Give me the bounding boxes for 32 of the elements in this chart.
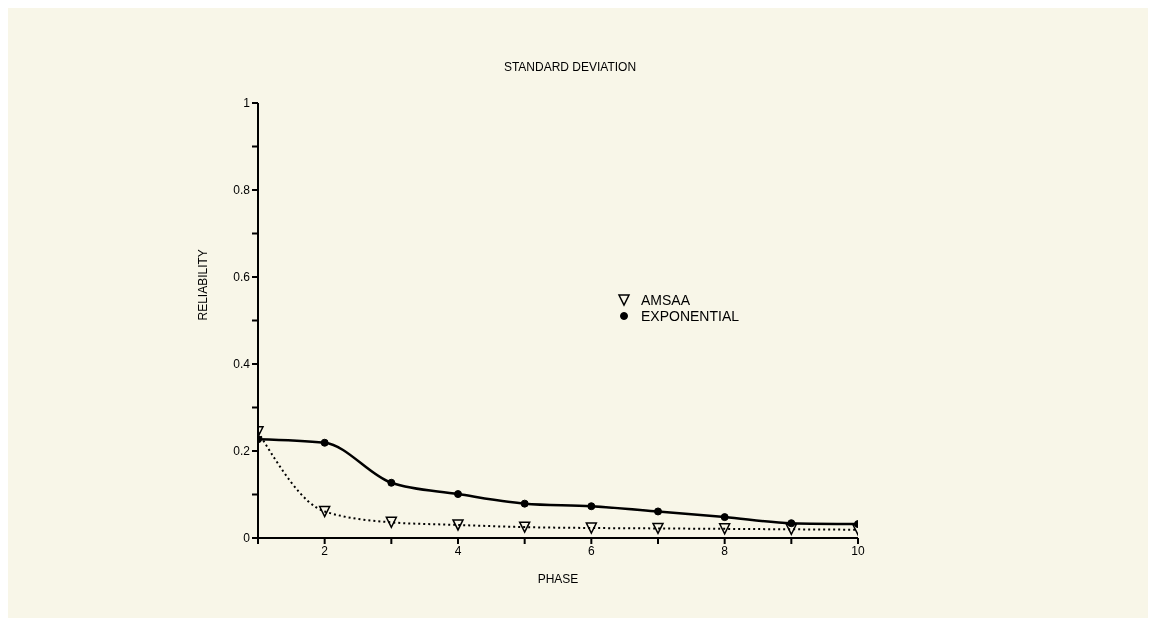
y-axis-title: RELIABILITY: [196, 249, 211, 321]
point: [785, 523, 798, 536]
point: [385, 516, 398, 529]
point: [720, 513, 729, 522]
y-tick-label: 0.8: [233, 183, 251, 198]
point: [787, 519, 796, 528]
x-tick-label: 8: [721, 543, 729, 558]
point: [585, 522, 598, 534]
y-tick-label: 0: [243, 531, 251, 546]
y-tick-label: 1: [243, 96, 251, 111]
point: [320, 438, 329, 447]
legend-label: EXPONENTIAL: [640, 308, 740, 324]
point: [454, 490, 462, 499]
x-tick-label: 2: [321, 543, 329, 558]
x-tick-label: 6: [587, 543, 595, 558]
x-tick-label: 10: [851, 543, 865, 558]
point: [318, 505, 331, 518]
y-tick-label: 0.2: [233, 444, 251, 459]
x-axis-title: PHASE: [537, 572, 579, 586]
point: [518, 521, 531, 533]
point: [520, 499, 529, 508]
x-tick-label: 4: [454, 543, 462, 558]
point: [654, 507, 662, 516]
point: [718, 523, 731, 535]
point: [652, 522, 664, 535]
point: [387, 478, 396, 487]
chart-title: STANDARD DEVIATION: [502, 60, 638, 74]
point: [452, 519, 464, 531]
point: [587, 502, 596, 511]
y-tick-label: 0.6: [233, 270, 251, 285]
legend-label: AMSAA: [640, 292, 690, 308]
y-tick-label: 0.4: [233, 357, 251, 372]
